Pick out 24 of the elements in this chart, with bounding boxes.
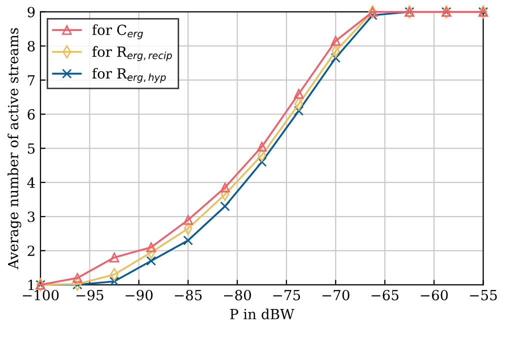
x-tick-label: −95 — [76, 290, 104, 300]
x-tick-label: −55 — [470, 290, 497, 300]
y-tick-label: 9 — [28, 6, 35, 18]
x-tick-label: −80 — [224, 290, 251, 300]
y-tick-label: 8 — [28, 40, 35, 52]
legend-label: for R$_{erg,hyp}$ — [92, 68, 166, 83]
legend-label: for C$_{erg}$ — [92, 24, 143, 40]
y-tick-label: 4 — [27, 177, 35, 188]
y-tick-label: 7 — [28, 75, 35, 86]
x-axis-title: P in dBW — [230, 308, 294, 320]
x-tick-label: −70 — [322, 290, 350, 300]
x-tick-label: −85 — [174, 290, 202, 300]
legend-label: for R$_{erg,recip}$ — [92, 46, 172, 62]
y-tick-label: 1 — [28, 280, 34, 290]
x-tick-label: −75 — [273, 290, 300, 300]
y-tick-label: 3 — [28, 212, 35, 222]
y-axis-title: Average number of active streams — [8, 28, 22, 270]
x-tick-label: −90 — [126, 290, 153, 300]
x-tick-label: −65 — [372, 290, 398, 300]
y-tick-label: 2 — [28, 246, 34, 256]
x-tick-label: −100 — [22, 290, 59, 300]
y-tick-label: 5 — [28, 143, 35, 154]
y-tick-label: 6 — [28, 109, 35, 120]
x-tick-label: −60 — [420, 290, 448, 300]
